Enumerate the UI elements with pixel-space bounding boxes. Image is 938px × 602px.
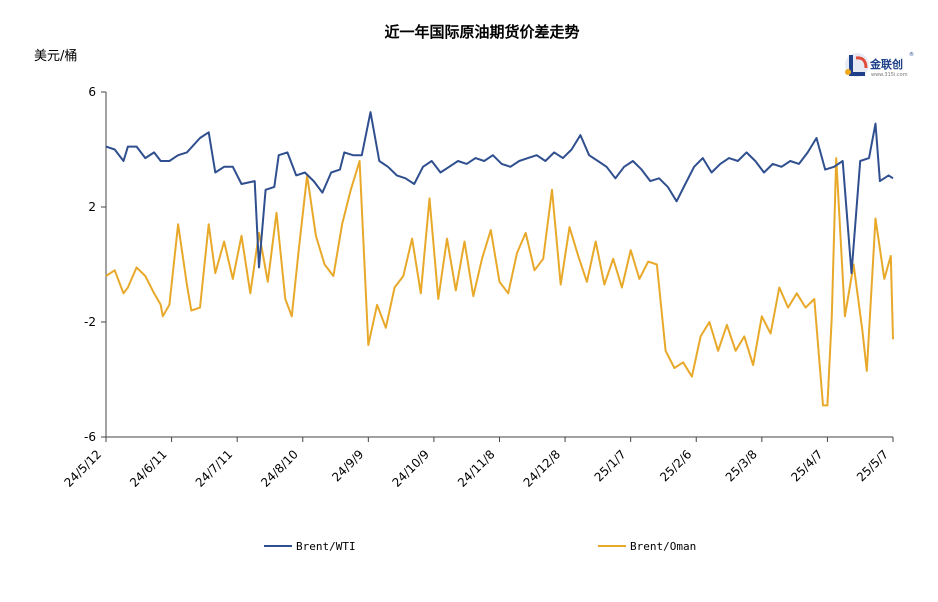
series-line-brent-oman xyxy=(105,157,894,407)
y-tick-label: -2 xyxy=(84,315,96,329)
x-tick-label: 25/3/8 xyxy=(723,447,760,484)
logo-url: www.315i.com xyxy=(871,72,908,78)
x-tick-label: 24/11/8 xyxy=(455,447,498,490)
legend: Brent/WTI Brent/Oman xyxy=(264,540,696,553)
logo-mark-icon xyxy=(845,53,869,77)
x-tick-label: 24/6/11 xyxy=(127,447,170,490)
axes: 6 2 -2 -6 24/5/12 24/6/11 24/7/11 24/8/10 24/9/9… xyxy=(62,85,894,490)
x-tick-label: 24/5/12 xyxy=(62,447,105,490)
y-tick-label: 2 xyxy=(88,200,96,214)
x-tick-label: 25/2/6 xyxy=(657,447,694,484)
legend-label-brent-wti: Brent/WTI xyxy=(296,540,356,553)
y-axis-unit-label: 美元/桶 xyxy=(34,49,77,64)
x-tick-label: 24/9/9 xyxy=(329,447,366,484)
series-layer xyxy=(105,111,894,407)
x-tick-label: 25/5/7 xyxy=(854,447,891,484)
x-tick-label: 24/10/9 xyxy=(389,447,432,490)
y-tick-label: 6 xyxy=(88,85,96,99)
x-tick-label: 25/1/7 xyxy=(592,447,629,484)
x-tick-label: 24/12/8 xyxy=(521,447,564,490)
x-tick-label: 25/4/7 xyxy=(788,447,825,484)
chart-title: 近一年国际原油期货价差走势 xyxy=(384,23,579,41)
logo: 金联创 ® www.315i.com xyxy=(845,51,914,78)
logo-registered-mark: ® xyxy=(909,51,914,58)
x-tick-label: 24/7/11 xyxy=(193,447,236,490)
logo-name: 金联创 xyxy=(869,57,903,71)
y-tick-label: -6 xyxy=(84,430,96,444)
legend-label-brent-oman: Brent/Oman xyxy=(630,540,696,553)
series-line-brent-wti xyxy=(105,111,894,275)
x-tick-label: 24/8/10 xyxy=(258,447,301,490)
